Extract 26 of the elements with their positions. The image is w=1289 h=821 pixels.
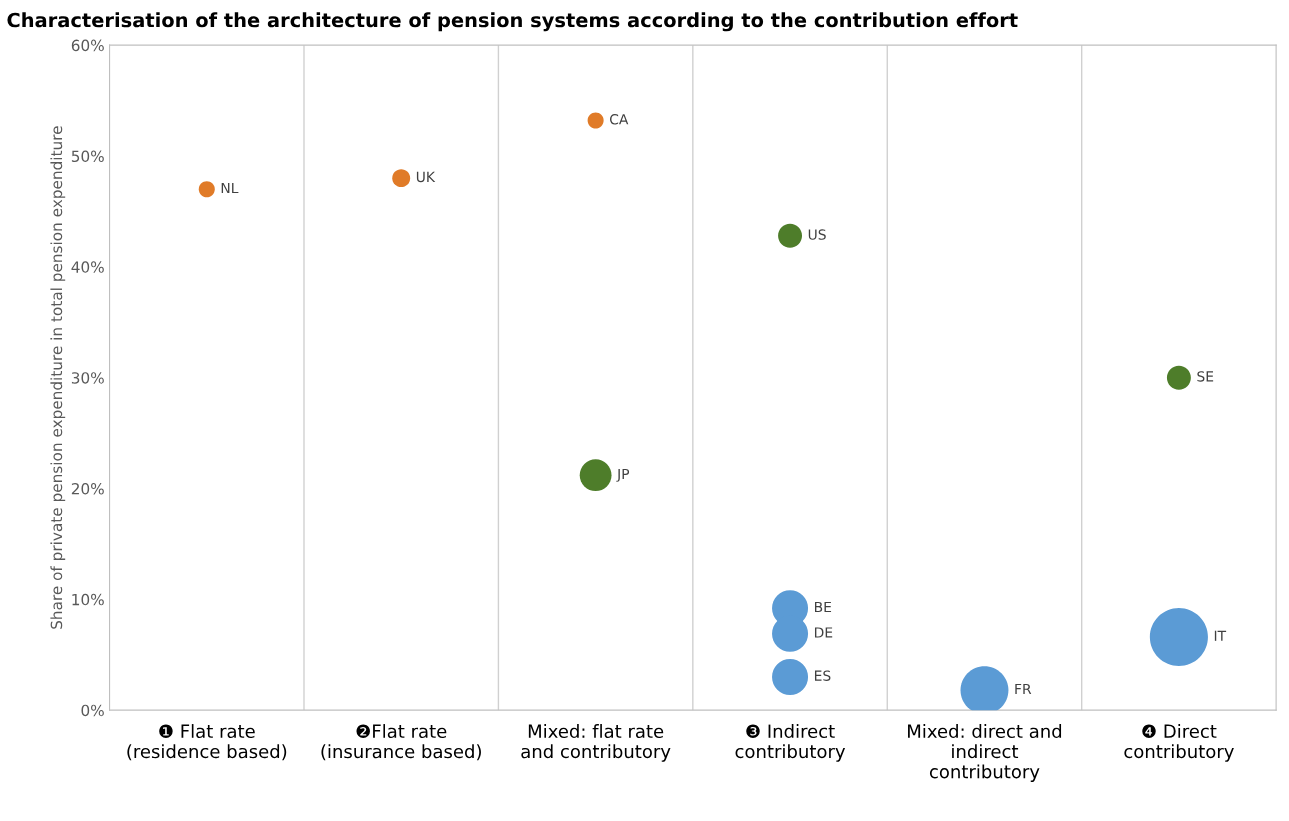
- y-axis-title: Share of private pension expenditure in total pension expenditure: [50, 126, 66, 629]
- x-tick-label: ❷Flat rate (insurance based): [321, 724, 481, 761]
- x-tick-label: Mixed: flat rate and contributory: [521, 724, 671, 762]
- y-tick-label: 40%: [71, 261, 104, 273]
- x-tick-label: ❸ Indirect contributory: [735, 724, 846, 762]
- x-tick-label: ❶ Flat rate (residence based): [127, 724, 287, 761]
- data-label: IT: [1214, 630, 1227, 641]
- data-label: SE: [1197, 371, 1214, 382]
- data-label: ES: [814, 670, 831, 681]
- data-label: UK: [416, 171, 436, 183]
- x-tick-label: ❹ Direct contributory: [1124, 724, 1234, 762]
- y-tick-label: 0%: [81, 704, 104, 717]
- data-label: CA: [609, 114, 629, 125]
- y-tick-label: 20%: [71, 482, 104, 495]
- x-tick-label: Mixed: direct and indirect contributory: [908, 724, 1062, 782]
- y-tick-label: 50%: [71, 150, 104, 163]
- data-label: JP: [616, 468, 630, 482]
- y-tick-label: 10%: [72, 593, 104, 606]
- chart-title: Characterisation of the architecture of pension systems according to the contribution effort: [7, 12, 1018, 32]
- data-label: FR: [1015, 683, 1032, 695]
- y-tick-label: 30%: [71, 372, 104, 384]
- data-label: BE: [814, 601, 832, 613]
- y-tick-label: 60%: [71, 39, 104, 52]
- data-label: US: [808, 229, 826, 240]
- data-label: NL: [221, 182, 239, 194]
- data-label: DE: [814, 627, 833, 638]
